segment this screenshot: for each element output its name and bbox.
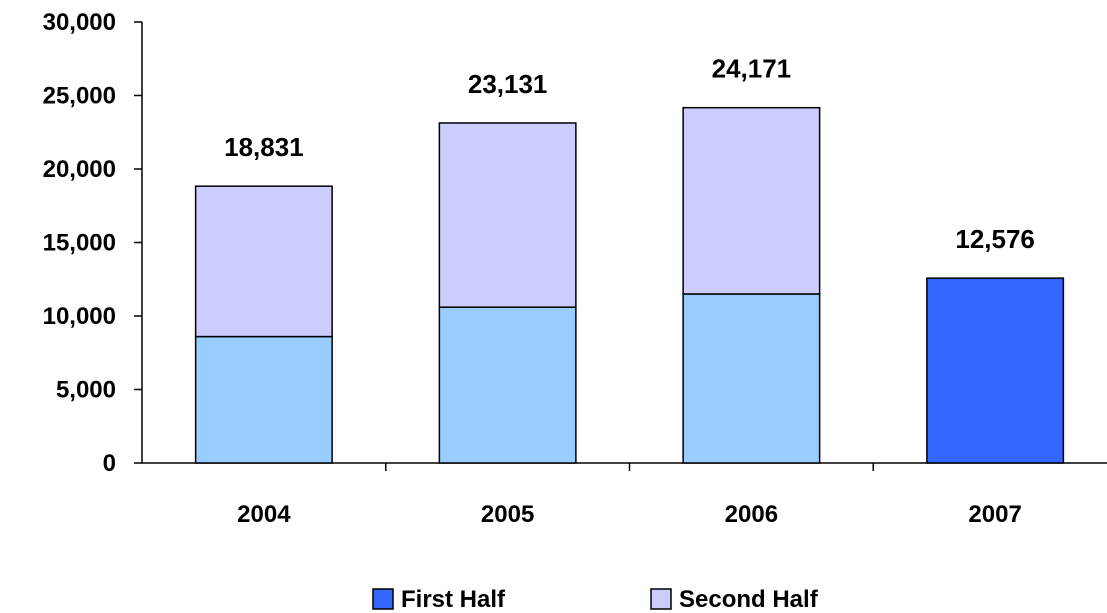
total-label-2007: 12,576: [955, 224, 1035, 254]
bar-2007-first-half: [926, 277, 1065, 464]
legend-label-first-half: First Half: [401, 586, 506, 613]
x-tick-label-2004: 2004: [237, 501, 291, 528]
legend-label-second-half: Second Half: [679, 586, 819, 613]
y-tick-label: 30,000: [43, 9, 116, 36]
bar-2006-second-half: [682, 106, 821, 295]
bar-2005-second-half: [438, 122, 577, 308]
legend-swatch-second-half: [650, 588, 672, 610]
total-label-2005: 23,131: [468, 69, 548, 99]
y-tick-label: 20,000: [43, 156, 116, 183]
bar-2004-first-half: [194, 335, 333, 464]
bar-2005-first-half: [438, 306, 577, 464]
bar-2006-first-half: [682, 293, 821, 464]
data-labels: 18,831 23,131 24,171 12,576: [224, 54, 1035, 254]
y-tick-label: 0: [103, 450, 116, 477]
total-label-2004: 18,831: [224, 132, 304, 162]
total-label-2006: 24,171: [712, 54, 792, 84]
x-tick-label-2005: 2005: [481, 501, 534, 528]
x-tick-label-2007: 2007: [968, 501, 1021, 528]
legend-swatch-first-half: [372, 588, 394, 610]
y-axis: 0 5,000 10,000 15,000 20,000 25,000 30,000: [43, 9, 143, 477]
bar-2004-second-half: [194, 185, 333, 338]
y-tick-label: 10,000: [43, 303, 116, 330]
y-tick-label: 15,000: [43, 230, 116, 257]
x-tick-label-2006: 2006: [725, 501, 778, 528]
y-tick-label: 5,000: [56, 377, 116, 404]
x-axis: 2004 2005 2006 2007: [142, 462, 1107, 528]
y-tick-label: 25,000: [43, 83, 116, 110]
legend: First Half Second Half: [372, 586, 819, 613]
bars: [194, 106, 1065, 464]
